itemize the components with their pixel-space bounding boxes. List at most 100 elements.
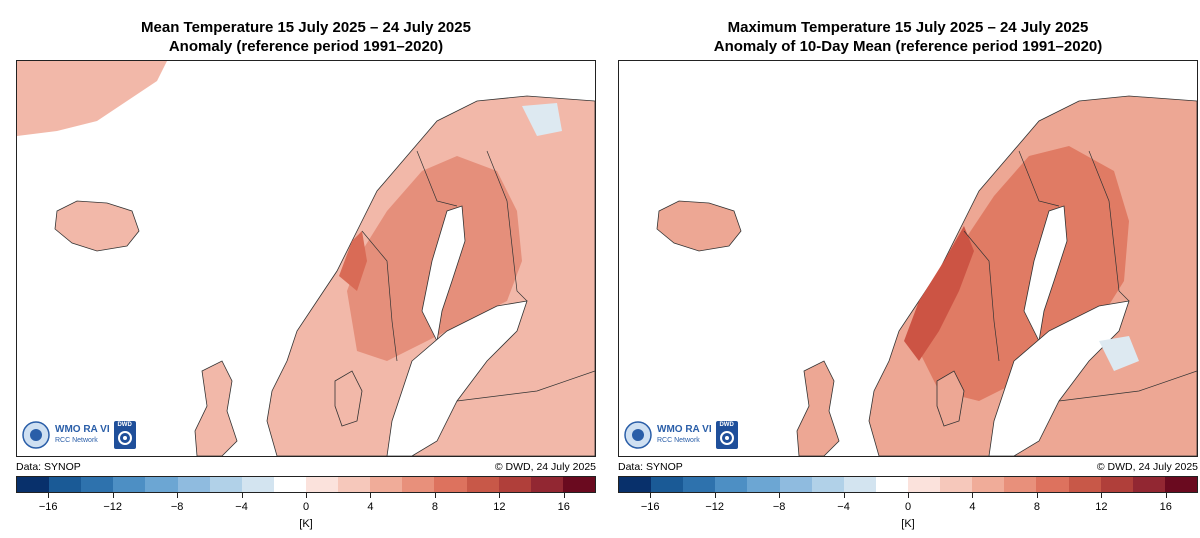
baltic-sea <box>386 300 528 456</box>
colorbar-segment <box>747 477 780 492</box>
colorbar-tick <box>650 493 652 498</box>
colorbar-tick <box>1165 493 1167 498</box>
colorbar-segment <box>940 477 973 492</box>
british-isles <box>194 360 238 456</box>
denmark <box>936 370 965 427</box>
baltic-sea <box>988 300 1130 456</box>
colorbar-segment <box>683 477 716 492</box>
colorbar-tick <box>434 493 436 498</box>
colorbar-tick <box>499 493 501 498</box>
colorbar-tick <box>843 493 845 498</box>
colorbar-segment <box>209 477 242 492</box>
cool-anomaly-patch <box>1099 336 1139 371</box>
colorbar-segment <box>1164 477 1197 492</box>
colorbar-segment <box>145 477 178 492</box>
colorbar-tick <box>112 493 114 498</box>
iceland <box>656 200 742 252</box>
colorbar-tick-label: 8 <box>431 501 438 513</box>
colorbar-tick <box>241 493 243 498</box>
maximum-temperature-panel: Maximum Temperature 15 July 2025 – 24 Ju… <box>618 0 1198 538</box>
wmo-emblem-icon <box>624 421 652 449</box>
british-isles <box>796 360 840 456</box>
colorbar-segment <box>907 477 941 492</box>
colorbar-segment <box>811 477 844 492</box>
colorbar-tick-label: −4 <box>235 501 248 513</box>
colorbar-tick-label: −8 <box>170 501 184 513</box>
colorbar-segment <box>305 477 339 492</box>
gulf-of-bothnia <box>421 205 466 343</box>
colorbar-segment <box>466 477 499 492</box>
colorbar-segment <box>562 477 595 492</box>
colorbar-tick-label: −8 <box>772 501 786 513</box>
colorbar-segment <box>113 477 146 492</box>
colorbar-segment <box>498 477 531 492</box>
colorbar-tick <box>714 493 716 498</box>
colorbar-segment <box>17 477 50 492</box>
country-borders <box>963 150 1197 402</box>
colorbar-ticks: −16 −12 −8 −4 0 4 8 12 16 <box>618 493 1198 515</box>
colorbar-unit: [K] <box>299 518 313 530</box>
colorbar-tick <box>48 493 50 498</box>
colorbar-segment <box>1004 477 1037 492</box>
colorbar-segment <box>434 477 467 492</box>
colorbar-segment <box>530 477 563 492</box>
colorbar-segment <box>875 477 908 492</box>
colorbar-tick-label: 12 <box>493 501 506 513</box>
colorbar <box>16 476 596 493</box>
colorbar-tick <box>1036 493 1038 498</box>
mean-temperature-panel: Mean Temperature 15 July 2025 – 24 July … <box>16 0 596 538</box>
colorbar-segment <box>619 477 652 492</box>
cool-anomaly-patch <box>522 103 562 136</box>
panel-title: Maximum Temperature 15 July 2025 – 24 Ju… <box>713 19 1103 55</box>
colorbar-segment <box>177 477 210 492</box>
map-canvas <box>17 61 595 456</box>
colorbar-tick <box>779 493 781 498</box>
colorbar-tick-label: −4 <box>837 501 850 513</box>
colorbar-tick-label: 0 <box>904 501 912 513</box>
colorbar-tick <box>972 493 974 498</box>
colorbar-tick-label: −16 <box>640 501 660 513</box>
wmo-logo-text: WMO RA VI RCC Network <box>55 424 110 444</box>
panel-title: Mean Temperature 15 July 2025 – 24 July … <box>141 19 471 55</box>
anomaly-map: WMO RA VI RCC Network DWD <box>618 60 1198 457</box>
copyright: © DWD, 24 July 2025 <box>494 461 596 473</box>
copyright: © DWD, 24 July 2025 <box>1096 461 1198 473</box>
colorbar-segment <box>715 477 748 492</box>
country-borders <box>361 150 595 402</box>
colorbar-segment <box>1132 477 1165 492</box>
colorbar-tick <box>908 493 909 498</box>
colorbar-segment <box>651 477 684 492</box>
colorbar-segment <box>81 477 114 492</box>
colorbar-tick-label: 16 <box>557 501 570 513</box>
logo-group: WMO RA VI RCC Network DWD <box>21 418 136 452</box>
anomaly-peak <box>904 226 974 361</box>
colorbar-segment <box>779 477 812 492</box>
dwd-swirl-icon <box>117 431 132 445</box>
colorbar-tick-label: 8 <box>1033 501 1040 513</box>
colorbar-tick <box>177 493 179 498</box>
dwd-logo: DWD <box>715 421 738 449</box>
colorbar-segment <box>972 477 1005 492</box>
colorbar-segment <box>1036 477 1069 492</box>
colorbar-segment <box>1100 477 1133 492</box>
anomaly-peak <box>339 231 367 291</box>
colorbar-tick-label: 4 <box>367 501 374 513</box>
colorbar-segment <box>241 477 274 492</box>
gulf-of-bothnia <box>1023 205 1068 343</box>
wmo-logo-text: WMO RA VI RCC Network <box>657 424 712 444</box>
colorbar-tick-label: 16 <box>1159 501 1172 513</box>
anomaly-area-northwest <box>17 61 167 136</box>
colorbar-tick-label: 4 <box>969 501 976 513</box>
colorbar-segment <box>1068 477 1101 492</box>
colorbar-ticks: −16 −12 −8 −4 0 4 8 12 16 <box>16 493 596 515</box>
colorbar-tick <box>1101 493 1103 498</box>
colorbar-segment <box>49 477 82 492</box>
dwd-swirl-icon <box>719 431 734 445</box>
colorbar-segment <box>273 477 306 492</box>
iceland <box>54 200 140 252</box>
colorbar-tick-label: −12 <box>705 501 724 513</box>
map-canvas <box>656 95 1197 456</box>
colorbar-segment <box>843 477 876 492</box>
colorbar-tick <box>370 493 372 498</box>
colorbar <box>618 476 1198 493</box>
